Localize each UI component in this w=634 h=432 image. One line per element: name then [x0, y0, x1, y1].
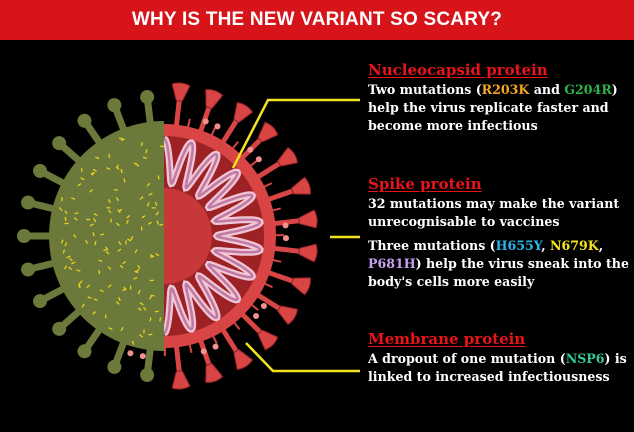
membrane-dot — [247, 147, 253, 153]
text: A dropout of one mutation ( — [368, 351, 566, 366]
texture-mark — [99, 270, 100, 274]
text: Three mutations ( — [368, 238, 496, 253]
texture-mark — [121, 169, 122, 173]
spike-head — [229, 346, 254, 371]
spike-head — [289, 272, 312, 295]
section-title: Spike protein — [368, 174, 630, 194]
mutation-p681h: P681H — [368, 256, 416, 271]
mutation-n679k: N679K — [550, 238, 599, 253]
texture-mark — [95, 241, 96, 245]
spike-head — [289, 177, 312, 200]
spike-head — [105, 96, 123, 114]
spike-head — [298, 210, 318, 230]
section-spike: Spike protein 32 mutations may make the … — [368, 174, 630, 291]
section-text: 32 mutations may make the variant unreco… — [368, 195, 630, 231]
spike-head — [274, 146, 299, 171]
section-text: A dropout of one mutation (NSP6) is link… — [368, 350, 630, 386]
texture-mark — [150, 256, 154, 257]
membrane-dot — [203, 118, 209, 124]
spike-head — [298, 242, 318, 262]
texture-mark — [105, 314, 106, 318]
texture-mark — [114, 189, 118, 190]
spike-head — [139, 89, 155, 105]
texture-mark — [158, 176, 159, 180]
texture-mark — [148, 334, 152, 335]
spike-head — [274, 301, 299, 326]
text: and — [529, 82, 564, 97]
mutation-h655y: H655Y — [496, 238, 542, 253]
membrane-dot — [253, 313, 259, 319]
mutation-g204r: G204R — [564, 82, 612, 97]
texture-mark — [109, 154, 110, 158]
spike-head — [229, 101, 254, 126]
spike-head — [20, 261, 37, 278]
spike-head — [20, 194, 37, 211]
section-nucleocapsid: Nucleocapsid protein Two mutations (R203… — [368, 60, 630, 135]
text: , — [541, 238, 550, 253]
spike-head — [170, 370, 190, 390]
spike-head — [200, 361, 223, 384]
section-text: Two mutations (R203K and G204R) help the… — [368, 81, 630, 135]
membrane-dot — [283, 235, 289, 241]
spike-head — [105, 358, 123, 376]
spike-head — [139, 367, 155, 383]
membrane-dot — [256, 156, 262, 162]
spike-head — [17, 229, 31, 243]
texture-mark — [65, 217, 66, 221]
membrane-dot — [283, 222, 289, 228]
texture-mark — [124, 178, 125, 182]
mutation-r203k: R203K — [482, 82, 530, 97]
text: , — [599, 238, 603, 253]
section-title: Nucleocapsid protein — [368, 60, 630, 80]
mutation-nsp6: NSP6 — [566, 351, 605, 366]
header-banner: WHY IS THE NEW VARIANT SO SCARY? — [0, 0, 634, 40]
page-title: WHY IS THE NEW VARIANT SO SCARY? — [132, 9, 502, 31]
texture-mark — [150, 317, 151, 321]
text: Two mutations ( — [368, 82, 482, 97]
texture-mark — [75, 213, 79, 214]
membrane-dot — [214, 123, 220, 129]
texture-mark — [160, 317, 161, 321]
membrane-dot — [201, 348, 207, 354]
texture-mark — [91, 173, 95, 174]
membrane-dot — [127, 350, 133, 356]
spike-head — [170, 82, 190, 102]
membrane-dot — [261, 303, 267, 309]
section-title: Membrane protein — [368, 329, 630, 349]
section-membrane: Membrane protein A dropout of one mutati… — [368, 329, 630, 386]
membrane-dot — [213, 344, 219, 350]
texture-mark — [100, 234, 104, 235]
leader-line-membrane — [246, 343, 360, 371]
membrane-dot — [140, 353, 146, 359]
section-text: Three mutations (H655Y, N679K, P681H) he… — [368, 237, 630, 291]
texture-mark — [98, 260, 102, 261]
texture-mark — [155, 311, 159, 312]
texture-mark — [141, 142, 142, 146]
spike-head — [200, 88, 223, 111]
